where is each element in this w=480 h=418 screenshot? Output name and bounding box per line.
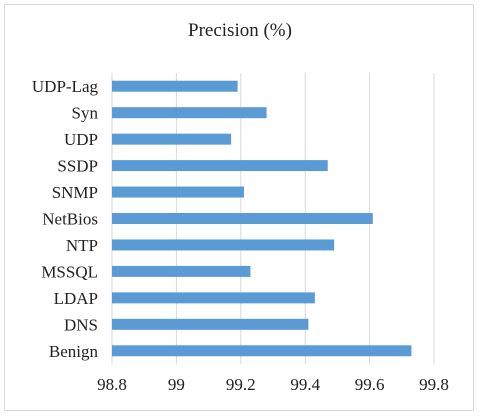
category-label: NetBios (42, 210, 98, 229)
x-tick-label: 99.8 (419, 375, 449, 394)
bar-syn (112, 107, 267, 119)
x-tick-label: 98.8 (97, 375, 127, 394)
x-tick-label: 99.6 (355, 375, 385, 394)
bar-ntp (112, 239, 335, 251)
bar-mssql (112, 265, 251, 277)
category-label: UDP (64, 130, 98, 149)
category-label: Benign (49, 342, 99, 361)
x-tick-label: 99 (168, 375, 185, 394)
bar-benign (112, 345, 412, 357)
category-label: Syn (72, 104, 99, 123)
category-label: UDP-Lag (32, 77, 99, 96)
category-label: SNMP (52, 183, 98, 202)
category-label: NTP (66, 236, 98, 255)
category-label: DNS (64, 315, 98, 334)
category-label: MSSQL (41, 262, 98, 281)
chart-frame (4, 4, 474, 411)
bar-ssdp (112, 160, 328, 172)
category-labels: Benign DNS LDAP MSSQL NTP NetBios SNMP SSDP UDP S… (32, 77, 99, 361)
category-label: LDAP (54, 289, 98, 308)
bar-snmp (112, 186, 245, 198)
bars (112, 80, 412, 357)
chart-title: Precision (%) (188, 20, 292, 41)
bar-ldap (112, 292, 315, 304)
bar-udp (112, 133, 232, 145)
bar-udp-lag (112, 80, 238, 92)
x-tick-label: 99.2 (226, 375, 256, 394)
bar-netbios (112, 213, 373, 224)
category-label: SSDP (57, 157, 98, 176)
bar-dns (112, 318, 309, 330)
x-tick-labels: 98.8 99 99.2 99.4 99.6 99.8 (97, 375, 449, 394)
x-tick-label: 99.4 (290, 375, 320, 394)
